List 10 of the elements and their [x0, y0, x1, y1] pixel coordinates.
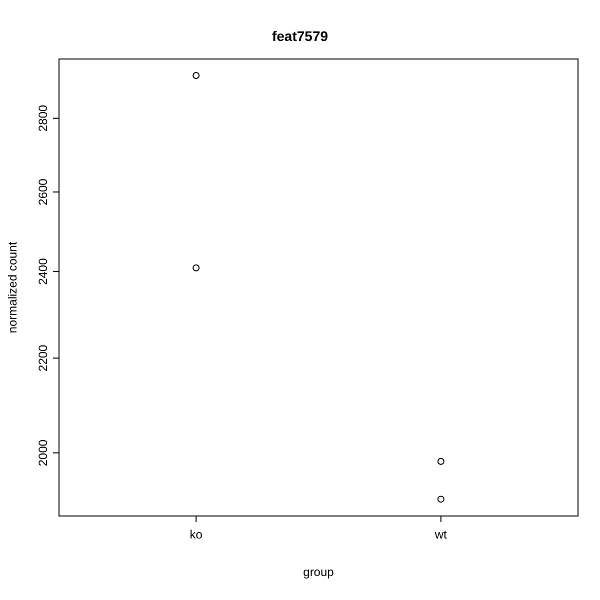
y-tick-label: 2600 — [36, 178, 50, 206]
y-tick-label: 2800 — [36, 104, 50, 132]
x-tick-label: wt — [434, 528, 448, 542]
y-tick-label: 2000 — [36, 439, 50, 466]
x-tick-label: ko — [190, 528, 203, 542]
y-axis-title: normalized count — [5, 241, 20, 334]
y-tick-label: 2200 — [36, 344, 50, 372]
y-tick-label: 2400 — [36, 258, 50, 285]
x-axis-title: group — [303, 565, 334, 579]
chart-title: feat7579 — [270, 28, 330, 44]
